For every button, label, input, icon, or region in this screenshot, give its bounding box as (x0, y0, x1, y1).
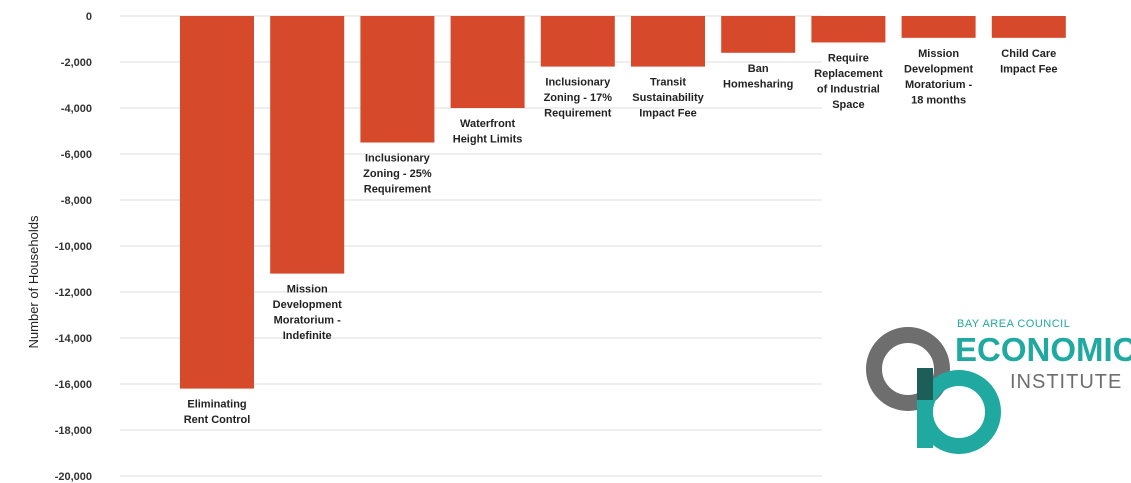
logo-sub-text: INSTITUTE (1010, 371, 1122, 393)
y-tick-label: -20,000 (55, 471, 92, 483)
y-tick-label: -18,000 (55, 425, 92, 437)
bar (360, 16, 435, 143)
y-tick-label: -4,000 (61, 103, 92, 115)
category-label: Inclusionary Zoning - 25% Requirement (363, 153, 432, 196)
y-tick-label: 0 (86, 11, 92, 23)
bar (540, 16, 615, 67)
category-label: Waterfront Height Limits (453, 118, 523, 146)
category-label: Mission Development Moratorium -Indefinite (273, 284, 342, 343)
y-tick-label: -16,000 (55, 379, 92, 391)
category-label: Transit Sustainability Impact Fee (632, 77, 704, 120)
bay-area-council-logo: BAY AREA COUNCIL ECONOMIC INSTITUTE (866, 318, 1131, 454)
category-label: Eliminating Rent Control (184, 399, 251, 427)
bar (721, 16, 796, 53)
bar (450, 16, 525, 108)
category-label: Require Replacement of Industrial Space (814, 52, 883, 110)
bar (811, 16, 886, 43)
y-tick-label: -6,000 (61, 149, 92, 161)
logo-mark-icon (866, 327, 1001, 454)
y-axis-label: Number of Households (26, 215, 41, 348)
category-label: Mission Development Moratorium -18 months (904, 48, 973, 107)
logo-main-text: ECONOMIC (955, 331, 1131, 368)
y-tick-label: -14,000 (55, 333, 92, 345)
category-label: Ban Homesharing (723, 63, 793, 91)
y-tick-label: -12,000 (55, 287, 92, 299)
y-tick-label: -10,000 (55, 241, 92, 253)
category-labels: Eliminating Rent Control Mission Developmen… (184, 48, 1058, 426)
bar (270, 16, 345, 274)
bar (901, 16, 976, 38)
logo-top-text: BAY AREA COUNCIL (957, 318, 1070, 330)
bar (180, 16, 254, 389)
y-axis-ticks: 0 -2,000 -4,000 -6,000 -8,000 -10,000 -12,000 -… (55, 11, 92, 483)
bar (631, 16, 705, 67)
y-tick-label: -8,000 (61, 195, 92, 207)
category-label: Inclusionary Zoning - 17% Requirement (544, 77, 613, 120)
y-tick-label: -2,000 (61, 57, 92, 69)
bars (180, 16, 1066, 389)
bar (991, 16, 1066, 38)
category-label: Child Care Impact Fee (1000, 48, 1057, 76)
